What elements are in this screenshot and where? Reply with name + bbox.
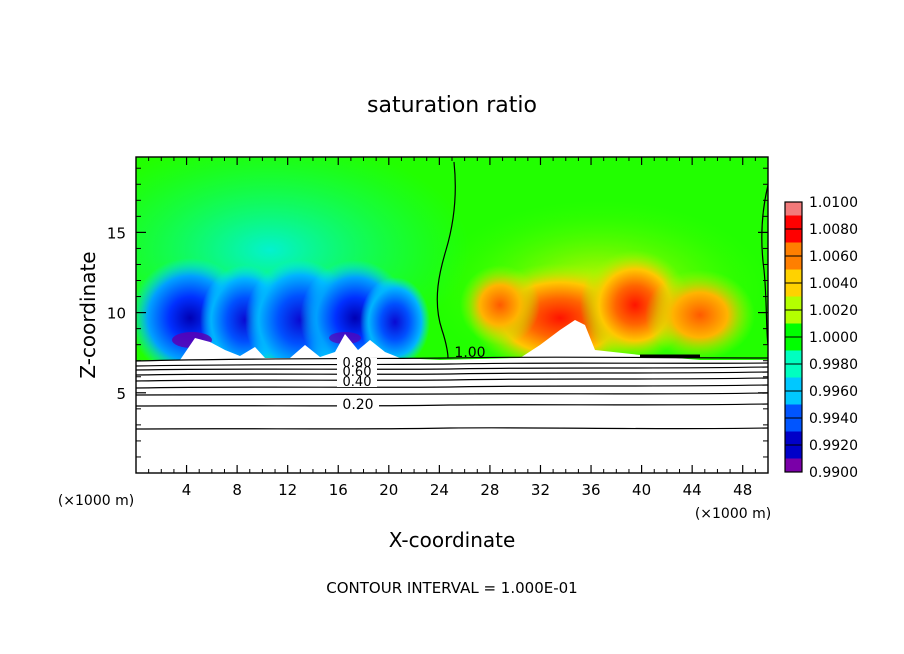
contour-line	[136, 377, 768, 382]
contour-line	[136, 403, 768, 407]
y-axis: 5 10 15	[107, 167, 768, 458]
x-tick-label: 24	[430, 481, 449, 499]
label-bg	[337, 358, 377, 368]
x-tick-label: 20	[379, 481, 398, 499]
colorbar-tick-label: 1.0100	[809, 195, 858, 211]
contour-line-1	[436, 161, 456, 359]
contour-line	[136, 366, 768, 371]
x-tick-label: 12	[278, 481, 297, 499]
colorbar-tick-label: 0.9940	[809, 411, 858, 427]
colorbar-tick-label: 1.0040	[809, 276, 858, 292]
contour-line	[136, 371, 768, 376]
contour-lines	[136, 161, 768, 430]
colorbar-tick-label: 1.0020	[809, 303, 858, 319]
x-tick-label: 28	[480, 481, 499, 499]
supersaturated-region-3	[645, 270, 755, 360]
contour-interval-text: CONTOUR INTERVAL = 1.000E-01	[326, 579, 577, 597]
label-bg	[337, 367, 377, 377]
x-axis-title: X-coordinate	[389, 528, 516, 552]
y-tick-label: 10	[107, 305, 126, 323]
x-tick-label: 36	[581, 481, 600, 499]
x-tick-label: 16	[329, 481, 348, 499]
x-tick-label: 8	[232, 481, 242, 499]
colorbar-tick-label: 1.0080	[809, 222, 858, 238]
contour-line	[136, 362, 768, 367]
contour-label-0.20: 0.20	[342, 397, 373, 413]
label-bg	[337, 398, 379, 410]
x-tick-label: 32	[531, 481, 550, 499]
contour-line	[136, 392, 768, 396]
x-tick-label: 44	[683, 481, 702, 499]
x-axis: 4 8 12 16 20 24 28 32 36 40 44 48	[148, 157, 756, 499]
colorbar: 1.0100 1.0080 1.0060 1.0040 1.0020 1.0000 0.99…	[784, 195, 858, 481]
colorbar-tick-label: 1.0060	[809, 249, 858, 265]
contour-line-1	[761, 184, 768, 346]
x-unit-right: (×1000 m)	[695, 506, 771, 522]
contour-line	[136, 427, 768, 430]
contour-labels: 0.80 0.60 0.40 0.20 1.00	[337, 345, 486, 413]
contour-line	[136, 356, 768, 362]
contour-line	[136, 384, 768, 389]
colorbar-tick-label: 0.9980	[809, 357, 858, 373]
colorbar-tick-label: 1.0000	[809, 330, 858, 346]
y-tick-label: 15	[107, 224, 126, 242]
x-unit-left: (×1000 m)	[58, 493, 134, 509]
contour-label-1.00: 1.00	[454, 345, 485, 361]
contour-label-0.40: 0.40	[343, 375, 372, 390]
supersaturated-region-4	[460, 265, 540, 345]
subsaturated-region-5	[360, 277, 430, 367]
colorbar-segment	[785, 458, 802, 472]
colorbar-tick-label: 0.9900	[809, 465, 858, 481]
x-tick-label: 48	[733, 481, 752, 499]
colorbar-tick-label: 0.9920	[809, 438, 858, 454]
chart-title: saturation ratio	[367, 93, 537, 118]
y-axis-title: Z-coordinate	[76, 251, 100, 378]
plot-area: 0.80 0.60 0.40 0.20 1.00	[136, 157, 768, 473]
colorbar-tick-label: 0.9960	[809, 384, 858, 400]
x-tick-label: 40	[632, 481, 651, 499]
x-tick-label: 4	[182, 481, 192, 499]
label-bg	[337, 377, 377, 387]
y-tick-label: 5	[116, 385, 126, 403]
contour-label-0.60: 0.60	[343, 365, 372, 380]
colorbar-segment	[785, 202, 802, 216]
